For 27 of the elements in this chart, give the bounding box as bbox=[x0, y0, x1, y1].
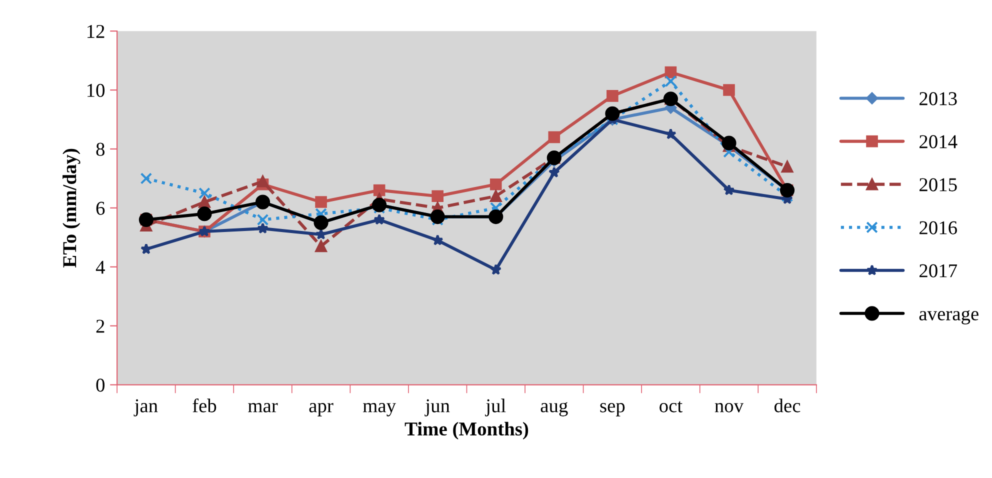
x-tick-label: feb bbox=[192, 398, 216, 412]
x-axis-title: Time (Months) bbox=[404, 422, 528, 440]
x-tick-label: aug bbox=[540, 402, 568, 416]
x-tick-label: mar bbox=[248, 403, 278, 412]
x-tick-label: nov bbox=[714, 403, 744, 412]
legend-label: 2016 bbox=[920, 221, 957, 234]
y-tick-label: 6 bbox=[96, 202, 105, 215]
y-tick-label: 4 bbox=[96, 260, 105, 274]
x-tick-label: dec bbox=[774, 398, 800, 412]
legend-label: 2014 bbox=[920, 135, 958, 148]
y-tick-label: 10 bbox=[88, 84, 105, 97]
legend-label: 2017 bbox=[920, 264, 958, 278]
x-tick-label: sep bbox=[600, 403, 625, 416]
legend-label: 2015 bbox=[920, 178, 957, 192]
legend-label: average bbox=[919, 310, 978, 324]
y-tick-label: 2 bbox=[96, 320, 104, 333]
x-tick-label: oct bbox=[660, 401, 682, 412]
x-tick-label: jul bbox=[485, 398, 506, 416]
y-tick-label: 12 bbox=[88, 24, 104, 38]
y-tick-label: 8 bbox=[96, 142, 105, 156]
x-tick-label: jan bbox=[134, 399, 158, 416]
y-axis-title: ETo (mm/day) bbox=[62, 148, 80, 268]
legend-label: 2013 bbox=[920, 92, 957, 106]
x-tick-label: apr bbox=[309, 403, 334, 416]
x-tick-label: jun bbox=[424, 399, 450, 416]
x-tick-label: may bbox=[362, 402, 396, 416]
y-tick-label: 0 bbox=[96, 378, 105, 392]
